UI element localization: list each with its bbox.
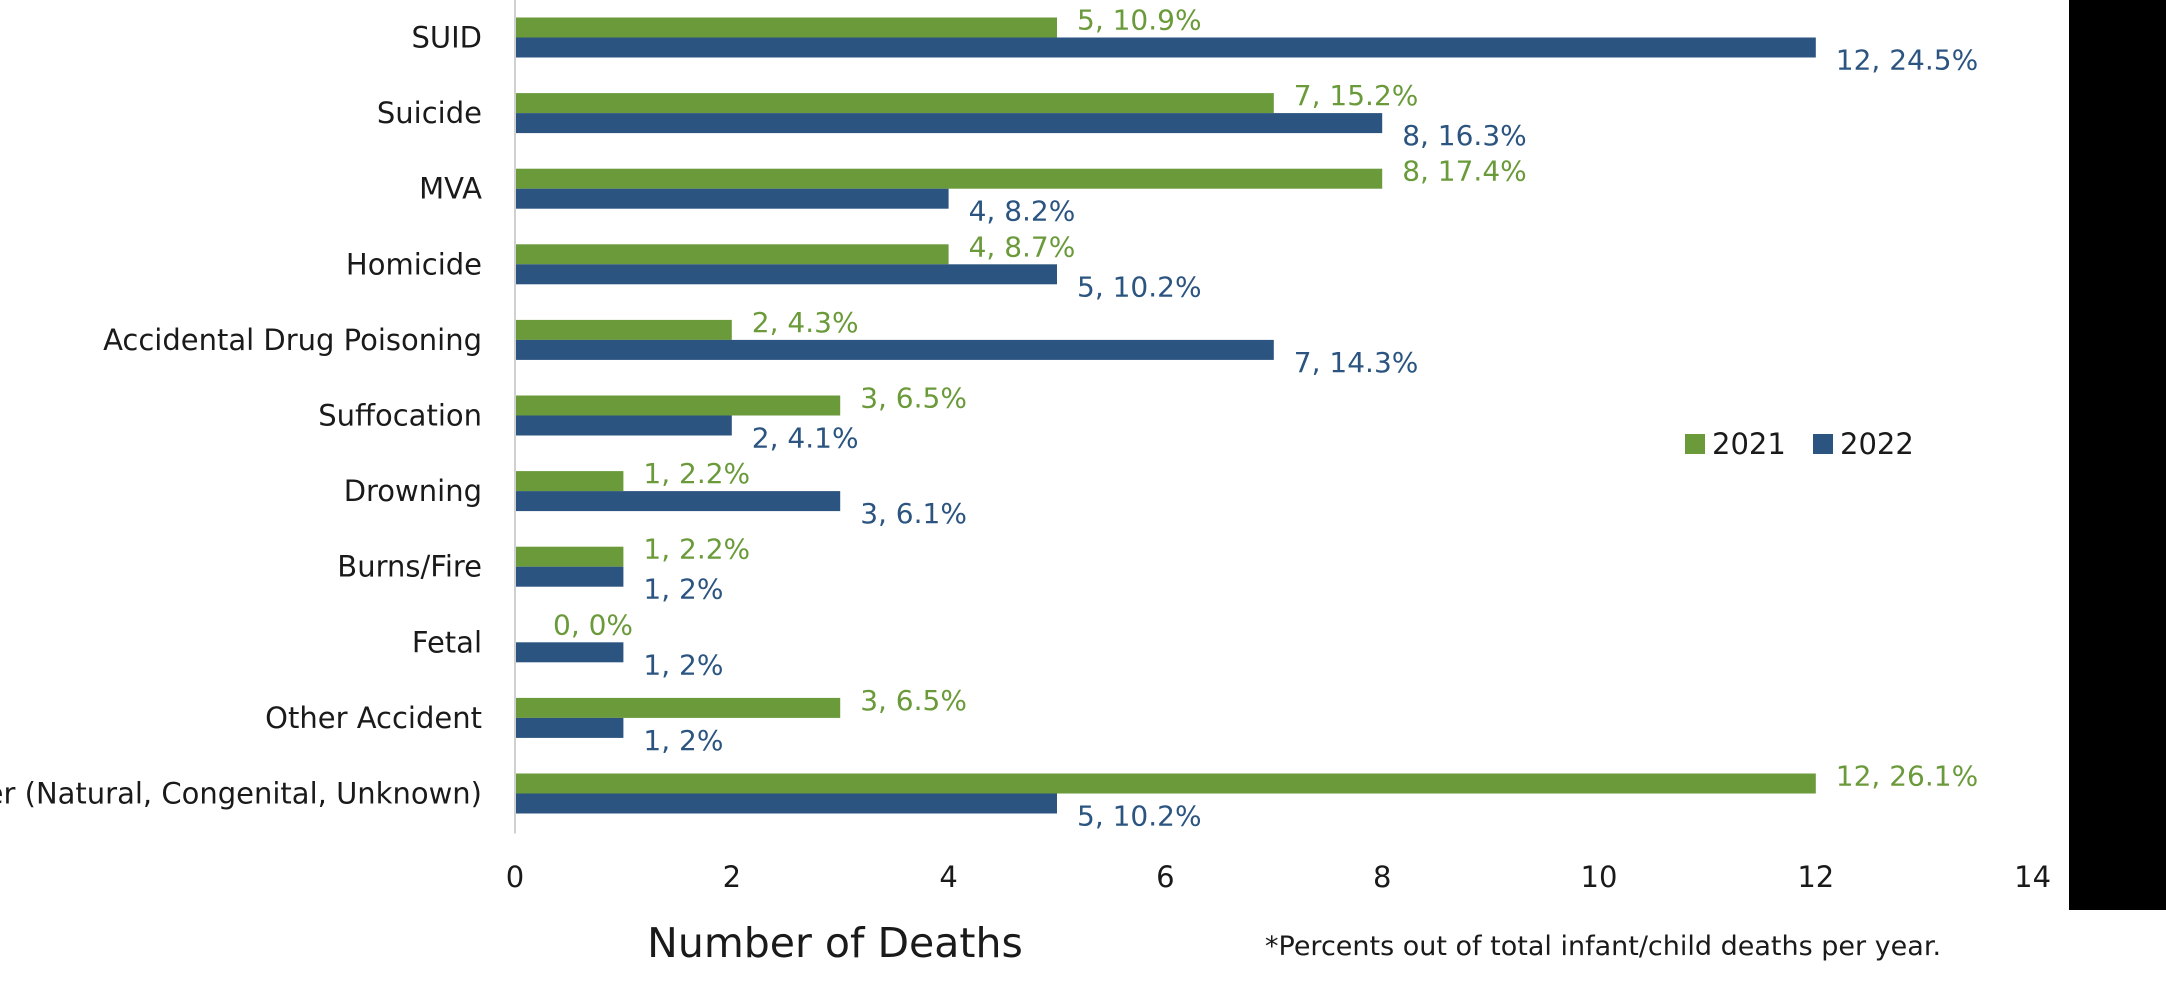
data-label-2021-burns-fire: 1, 2.2% xyxy=(643,533,750,566)
data-label-2021-suffocation: 3, 6.5% xyxy=(860,382,967,415)
black-panel xyxy=(2069,0,2166,910)
data-label-2021-drowning: 1, 2.2% xyxy=(643,457,750,490)
bar-2022-accidental-drug-poisoning xyxy=(515,339,1274,360)
data-label-2022-homicide: 5, 10.2% xyxy=(1077,270,1202,303)
bar-2022-suid xyxy=(515,37,1816,58)
category-label-accidental-drug-poisoning: Accidental Drug Poisoning xyxy=(103,323,482,357)
legend: 2021 2022 xyxy=(1685,427,1914,461)
data-label-2021-suid: 5, 10.9% xyxy=(1077,4,1202,37)
data-label-2022-fetal: 1, 2% xyxy=(643,648,723,681)
x-tick-label-14: 14 xyxy=(2014,860,2051,894)
data-label-2021-accidental-drug-poisoning: 2, 4.3% xyxy=(752,306,859,339)
bar-2021-burns-fire xyxy=(515,546,624,567)
legend-label-2021: 2021 xyxy=(1712,427,1786,461)
data-label-2022-burns-fire: 1, 2% xyxy=(643,573,723,606)
legend-label-2022: 2022 xyxy=(1840,427,1914,461)
data-labels-layer: 5, 10.9% 12, 24.5% 7, 15.2% 8, 16.3%8, 17.4… xyxy=(553,4,1978,833)
category-labels-layer: SUID Suicide MVA Homicide Accidental Drug Po… xyxy=(0,21,482,811)
x-tick-label-2: 2 xyxy=(723,860,741,894)
data-label-2022-accidental-drug-poisoning: 7, 14.3% xyxy=(1294,346,1419,379)
data-label-2021-homicide: 4, 8.7% xyxy=(969,230,1076,263)
bar-2021-suffocation xyxy=(515,395,841,416)
x-tick-label-0: 0 xyxy=(506,860,524,894)
category-label-burns-fire: Burns/Fire xyxy=(337,550,482,584)
x-tick-label-8: 8 xyxy=(1373,860,1391,894)
bar-2022-other-accident xyxy=(515,717,624,738)
category-label-suicide: Suicide xyxy=(377,96,482,130)
bars-layer xyxy=(515,17,1816,814)
data-label-2022-other-natural-congenital-unknown: 5, 10.2% xyxy=(1077,800,1202,833)
bar-2021-suicide xyxy=(515,93,1274,114)
bar-2021-drowning xyxy=(515,471,624,492)
data-label-2022-drowning: 3, 6.1% xyxy=(860,497,967,530)
bar-2022-homicide xyxy=(515,264,1057,285)
x-axis-ticks-layer: 0 2 4 6 8 10 12 14 xyxy=(506,860,2051,894)
legend-swatch-2021 xyxy=(1685,434,1705,454)
bar-2022-mva xyxy=(515,188,949,209)
bar-2021-other-accident xyxy=(515,697,841,718)
data-label-2022-suicide: 8, 16.3% xyxy=(1402,119,1527,152)
bar-2022-suffocation xyxy=(515,415,732,436)
bar-2021-homicide xyxy=(515,244,949,265)
category-label-suffocation: Suffocation xyxy=(318,399,482,433)
category-label-mva: MVA xyxy=(419,172,482,206)
data-label-2022-other-accident: 1, 2% xyxy=(643,724,723,757)
data-label-2021-suicide: 7, 15.2% xyxy=(1294,79,1419,112)
data-label-2022-mva: 4, 8.2% xyxy=(969,195,1076,228)
data-label-2021-fetal: 0, 0% xyxy=(553,608,633,641)
data-label-2021-other-natural-congenital-unknown: 12, 26.1% xyxy=(1836,760,1978,793)
bar-2021-suid xyxy=(515,17,1057,38)
category-label-other-natural-congenital-unknown: Other (Natural, Congenital, Unknown) xyxy=(0,777,482,811)
bar-2022-suicide xyxy=(515,113,1383,134)
x-tick-label-12: 12 xyxy=(1797,860,1834,894)
bar-2021-accidental-drug-poisoning xyxy=(515,319,732,340)
data-label-2021-other-accident: 3, 6.5% xyxy=(860,684,967,717)
bar-2021-other-natural-congenital-unknown xyxy=(515,773,1816,794)
category-label-homicide: Homicide xyxy=(346,247,482,281)
data-label-2021-mva: 8, 17.4% xyxy=(1402,155,1527,188)
x-tick-label-6: 6 xyxy=(1156,860,1174,894)
bar-2022-other-natural-congenital-unknown xyxy=(515,793,1057,814)
category-label-fetal: Fetal xyxy=(412,625,482,659)
data-label-2022-suid: 12, 24.5% xyxy=(1836,44,1978,77)
x-tick-label-10: 10 xyxy=(1581,860,1618,894)
x-tick-label-4: 4 xyxy=(939,860,957,894)
bar-2022-burns-fire xyxy=(515,566,624,587)
bar-2021-mva xyxy=(515,168,1383,189)
data-label-2022-suffocation: 2, 4.1% xyxy=(752,422,859,455)
bar-2022-fetal xyxy=(515,642,624,663)
category-label-other-accident: Other Accident xyxy=(265,701,482,735)
bar-2022-drowning xyxy=(515,491,841,512)
legend-swatch-2022 xyxy=(1813,434,1833,454)
footnote: *Percents out of total infant/child deat… xyxy=(1265,931,1941,962)
category-label-suid: SUID xyxy=(411,21,482,55)
category-label-drowning: Drowning xyxy=(344,474,482,508)
x-axis-title: Number of Deaths xyxy=(647,919,1023,967)
